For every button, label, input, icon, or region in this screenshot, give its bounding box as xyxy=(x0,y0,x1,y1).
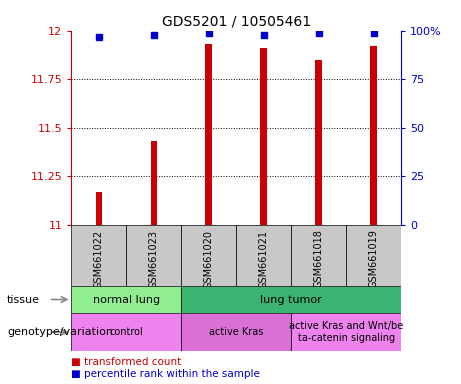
Bar xyxy=(346,225,401,286)
Text: GSM661020: GSM661020 xyxy=(204,230,214,288)
Text: GSM661023: GSM661023 xyxy=(149,230,159,288)
Text: control: control xyxy=(110,327,143,337)
Text: GSM661022: GSM661022 xyxy=(94,230,104,289)
Bar xyxy=(181,313,291,351)
Text: ■ transformed count: ■ transformed count xyxy=(71,357,182,367)
Bar xyxy=(236,225,291,286)
Bar xyxy=(71,313,181,351)
Bar xyxy=(181,286,401,313)
Text: GSM661018: GSM661018 xyxy=(313,230,324,288)
Bar xyxy=(370,46,377,225)
Bar xyxy=(71,286,181,313)
Bar xyxy=(71,225,126,286)
Bar xyxy=(315,60,322,225)
Text: GSM661021: GSM661021 xyxy=(259,230,269,288)
Text: active Kras: active Kras xyxy=(209,327,263,337)
Bar xyxy=(126,225,181,286)
Bar xyxy=(181,225,236,286)
Bar xyxy=(260,48,267,225)
Title: GDS5201 / 10505461: GDS5201 / 10505461 xyxy=(162,14,311,28)
Text: lung tumor: lung tumor xyxy=(260,295,322,305)
Text: tissue: tissue xyxy=(7,295,40,305)
Bar xyxy=(95,192,102,225)
Text: ■ percentile rank within the sample: ■ percentile rank within the sample xyxy=(71,369,260,379)
Bar xyxy=(206,44,212,225)
Bar xyxy=(151,141,157,225)
Text: active Kras and Wnt/be
ta-catenin signaling: active Kras and Wnt/be ta-catenin signal… xyxy=(289,321,403,343)
Text: GSM661019: GSM661019 xyxy=(369,230,378,288)
Bar xyxy=(291,225,346,286)
Bar xyxy=(291,313,401,351)
Text: genotype/variation: genotype/variation xyxy=(7,327,113,337)
Text: normal lung: normal lung xyxy=(93,295,160,305)
